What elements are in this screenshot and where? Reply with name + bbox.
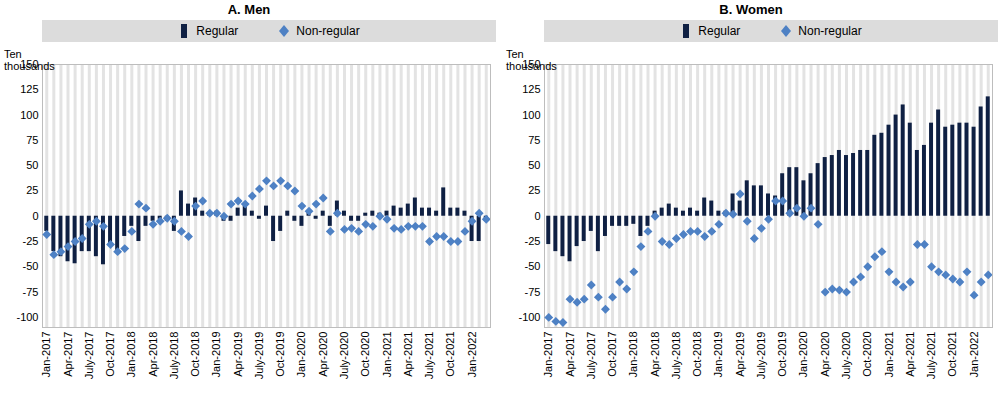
svg-text:0: 0 — [534, 210, 540, 222]
svg-text:Oct-2019: Oct-2019 — [274, 332, 286, 377]
html-text:Non-regular: Non-regular — [296, 24, 360, 38]
svg-text:July-2021: July-2021 — [925, 332, 937, 380]
svg-text:Jan-2020: Jan-2020 — [797, 332, 809, 378]
svg-text:50: 50 — [26, 159, 38, 171]
svg-text:Jan-2022: Jan-2022 — [968, 332, 980, 378]
html-text:Regular: Regular — [196, 24, 239, 38]
svg-text:Oct-2017: Oct-2017 — [606, 332, 618, 377]
svg-text:Oct-2020: Oct-2020 — [861, 332, 873, 377]
svg-text:Apr-2020: Apr-2020 — [317, 332, 329, 377]
html-text:B. Women: B. Women — [719, 2, 783, 17]
svg-text:Oct-2018: Oct-2018 — [691, 332, 703, 377]
svg-text:Oct-2021: Oct-2021 — [444, 332, 456, 377]
svg-text:Jan-2021: Jan-2021 — [381, 332, 393, 378]
svg-text:July-2019: July-2019 — [755, 332, 767, 380]
svg-text:July-2018: July-2018 — [670, 332, 682, 380]
svg-text:100: 100 — [20, 109, 38, 121]
svg-text:Jan-2020: Jan-2020 — [295, 332, 307, 378]
svg-text:Oct-2020: Oct-2020 — [359, 332, 371, 377]
svg-text:-100: -100 — [518, 311, 540, 323]
svg-text:-50: -50 — [23, 260, 39, 272]
svg-text:Oct-2021: Oct-2021 — [946, 332, 958, 377]
svg-text:25: 25 — [26, 184, 38, 196]
svg-text:-25: -25 — [23, 235, 39, 247]
html-text:Non-regular: Non-regular — [798, 24, 862, 38]
html-text:A. Men: A. Men — [227, 2, 271, 17]
svg-text:Jan-2021: Jan-2021 — [883, 332, 895, 378]
svg-text:July-2017: July-2017 — [585, 332, 597, 380]
svg-text:Jan-2018: Jan-2018 — [125, 332, 137, 378]
svg-text:Jan-2019: Jan-2019 — [210, 332, 222, 378]
svg-text:Jan-2018: Jan-2018 — [627, 332, 639, 378]
svg-text:Apr-2017: Apr-2017 — [62, 332, 74, 377]
svg-text:Apr-2017: Apr-2017 — [564, 332, 576, 377]
svg-text:-25: -25 — [525, 235, 541, 247]
svg-text:Apr-2018: Apr-2018 — [147, 332, 159, 377]
html-text:Regular: Regular — [698, 24, 741, 38]
html-text:Ten thousands: Ten thousands — [4, 48, 55, 72]
svg-text:-100: -100 — [16, 311, 38, 323]
svg-text:Apr-2021: Apr-2021 — [904, 332, 916, 377]
svg-text:July-2017: July-2017 — [83, 332, 95, 380]
svg-text:125: 125 — [20, 83, 38, 95]
svg-text:-50: -50 — [525, 260, 541, 272]
svg-text:Jan-2022: Jan-2022 — [466, 332, 478, 378]
svg-text:Jan-2019: Jan-2019 — [712, 332, 724, 378]
svg-text:July-2020: July-2020 — [338, 332, 350, 380]
svg-text:Jan-2017: Jan-2017 — [40, 332, 52, 378]
svg-text:0: 0 — [32, 210, 38, 222]
html-text:Ten thousands: Ten thousands — [506, 48, 557, 72]
svg-text:Oct-2018: Oct-2018 — [189, 332, 201, 377]
svg-text:July-2020: July-2020 — [840, 332, 852, 380]
svg-text:125: 125 — [522, 83, 540, 95]
svg-text:July-2018: July-2018 — [168, 332, 180, 380]
svg-text:Apr-2019: Apr-2019 — [232, 332, 244, 377]
svg-text:75: 75 — [26, 134, 38, 146]
svg-text:Oct-2019: Oct-2019 — [776, 332, 788, 377]
svg-text:Apr-2020: Apr-2020 — [819, 332, 831, 377]
svg-text:Apr-2018: Apr-2018 — [649, 332, 661, 377]
svg-text:25: 25 — [528, 184, 540, 196]
svg-text:50: 50 — [528, 159, 540, 171]
svg-text:Apr-2021: Apr-2021 — [402, 332, 414, 377]
svg-text:Jan-2017: Jan-2017 — [542, 332, 554, 378]
svg-text:100: 100 — [522, 109, 540, 121]
svg-text:-75: -75 — [23, 286, 39, 298]
svg-text:75: 75 — [528, 134, 540, 146]
svg-text:-75: -75 — [525, 286, 541, 298]
svg-text:Apr-2019: Apr-2019 — [734, 332, 746, 377]
svg-text:July-2019: July-2019 — [253, 332, 265, 380]
svg-text:July-2021: July-2021 — [423, 332, 435, 380]
svg-text:Oct-2017: Oct-2017 — [104, 332, 116, 377]
